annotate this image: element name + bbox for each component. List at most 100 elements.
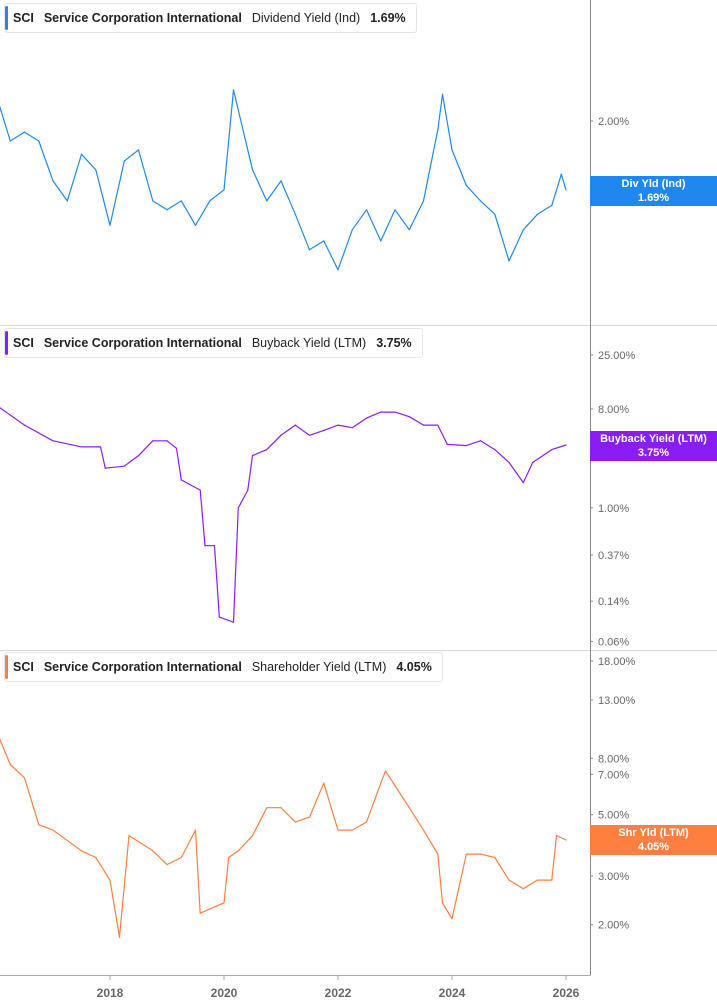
data-point <box>294 213 296 215</box>
data-point <box>166 863 168 866</box>
y-tick-label: 2.00% <box>598 920 629 932</box>
y-tick-label: 0.37% <box>598 550 629 562</box>
data-point <box>280 180 282 182</box>
y-tick-label: 13.00% <box>598 695 636 707</box>
legend-metric: Buyback Yield (LTM) <box>251 336 367 350</box>
data-point <box>137 454 140 457</box>
data-point <box>152 850 154 852</box>
y-tick-label: 7.00% <box>598 769 629 781</box>
data-point <box>118 936 121 938</box>
x-tick-label: 2024 <box>439 986 466 1000</box>
data-point <box>441 93 444 95</box>
data-point <box>23 777 26 779</box>
data-point <box>408 807 410 809</box>
axis-tag-dividend: Div Yld (Ind) 1.69% <box>590 176 717 206</box>
data-point <box>522 229 524 231</box>
data-point <box>522 481 524 484</box>
data-point <box>209 200 211 202</box>
data-point <box>394 411 396 413</box>
legend-value: 4.05% <box>396 660 432 674</box>
data-point <box>199 489 201 491</box>
data-point <box>166 209 168 211</box>
data-point <box>465 853 467 855</box>
data-point <box>280 807 282 809</box>
data-point <box>266 449 268 451</box>
data-point <box>80 153 83 155</box>
axis-tag-value: 3.75% <box>637 447 670 459</box>
data-point <box>128 835 130 837</box>
data-point <box>199 912 201 914</box>
y-tick-label: 8.00% <box>598 404 629 416</box>
data-point <box>422 424 425 426</box>
data-point <box>23 424 26 426</box>
data-point <box>308 816 311 818</box>
y-tick-label: 2.00% <box>598 116 629 128</box>
data-point <box>294 424 296 426</box>
data-point <box>408 229 410 231</box>
data-point <box>280 434 282 436</box>
data-point <box>223 902 225 904</box>
series-color-marker <box>5 331 8 355</box>
data-point <box>247 489 249 491</box>
y-tick-label: 0.14% <box>598 596 629 608</box>
series-line-0 <box>0 89 567 271</box>
data-point <box>465 445 467 447</box>
x-tick-label: 2020 <box>211 986 238 1000</box>
data-point <box>9 763 11 766</box>
data-point <box>95 169 97 171</box>
data-point <box>223 189 225 191</box>
data-point <box>180 479 182 481</box>
data-point <box>446 443 448 445</box>
series-color-marker <box>5 655 8 679</box>
data-point <box>180 856 182 859</box>
data-point <box>266 807 268 809</box>
data-point <box>560 173 562 175</box>
y-tick-label: 0.06% <box>598 636 629 648</box>
data-point <box>408 416 410 418</box>
data-point <box>508 260 510 262</box>
data-point <box>109 879 111 881</box>
data-point <box>551 879 553 881</box>
legend-buyback: SCI Service Corporation International Bu… <box>4 328 423 358</box>
data-point <box>422 200 425 202</box>
data-point <box>95 856 97 859</box>
data-point <box>218 616 220 618</box>
data-point <box>351 427 353 429</box>
data-point <box>232 621 235 623</box>
data-point <box>536 213 539 215</box>
data-point <box>9 140 11 142</box>
data-point <box>365 417 368 419</box>
data-point <box>565 444 567 446</box>
y-tick-label: 25.00% <box>598 350 636 362</box>
legend-company: Service Corporation International <box>43 660 242 674</box>
data-point <box>337 424 339 426</box>
legend-ticker: SCI <box>13 11 34 25</box>
axis-tag-shareholder: Shr Yld (LTM) 4.05% <box>590 825 717 855</box>
series-line-1 <box>0 407 567 623</box>
axis-tag-label: Shr Yld (LTM) <box>618 827 689 839</box>
data-point <box>494 449 496 451</box>
data-point <box>380 782 382 784</box>
legend-ticker: SCI <box>13 660 34 674</box>
data-point <box>465 184 467 186</box>
data-point <box>437 424 439 426</box>
data-point <box>323 429 325 431</box>
legend-shareholder: SCI Service Corporation International Sh… <box>4 652 443 682</box>
data-point <box>522 888 524 890</box>
data-point <box>166 440 168 442</box>
data-point <box>152 440 154 442</box>
x-tick-label: 2026 <box>553 986 580 1000</box>
data-point <box>394 209 396 211</box>
legend-value: 1.69% <box>370 11 406 25</box>
axis-tag-label: Buyback Yield (LTM) <box>600 433 707 445</box>
data-point <box>237 850 239 852</box>
data-point <box>380 411 382 413</box>
legend-company: Service Corporation International <box>43 336 242 350</box>
data-point <box>351 229 353 231</box>
data-point <box>479 440 482 442</box>
data-point <box>137 149 140 151</box>
axis-tag-label: Div Yld (Ind) <box>621 178 686 190</box>
data-point <box>351 829 353 831</box>
data-point <box>441 902 444 904</box>
data-point <box>508 461 510 463</box>
